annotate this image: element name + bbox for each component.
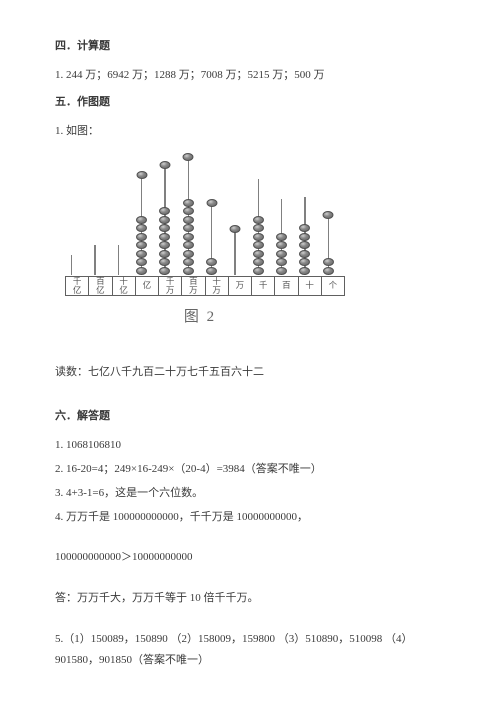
- abacus-base-label: 亿: [136, 277, 159, 295]
- section5-heading: 五．作图题: [55, 92, 450, 113]
- abacus-bead: [276, 267, 287, 275]
- abacus-bead: [183, 267, 194, 275]
- abacus-bead: [159, 250, 170, 258]
- abacus-bead-stack: [299, 224, 310, 275]
- abacus-top-bead: [183, 153, 194, 161]
- abacus-bead-stack: [206, 258, 217, 275]
- abacus-bead: [206, 267, 217, 275]
- abacus-bead-stack: [159, 207, 170, 275]
- abacus-figure: 千亿百亿十亿亿千万百万十万万千百十个: [60, 160, 340, 295]
- reading-value: 七亿八千九百二十万七千五百六十二: [88, 366, 264, 378]
- abacus-bead: [136, 224, 147, 232]
- abacus-top-bead: [229, 225, 240, 233]
- section4-heading: 四．计算题: [55, 36, 450, 57]
- abacus-base-label: 百: [275, 277, 298, 295]
- abacus-base-label: 个: [322, 277, 344, 295]
- abacus-bead: [136, 250, 147, 258]
- abacus-stem: [94, 245, 96, 275]
- abacus-stem: [234, 229, 236, 275]
- s6-l6: 答：万万千大，万万千等于 10 倍千千万。: [55, 588, 450, 609]
- abacus-bead: [136, 267, 147, 275]
- s6-l3: 3. 4+3-1=6，这是一个六位数。: [55, 483, 450, 504]
- abacus-base-label: 千万: [159, 277, 182, 295]
- abacus-bead: [253, 224, 264, 232]
- abacus-bead: [183, 199, 194, 207]
- abacus-base-label: 万: [229, 277, 252, 295]
- abacus-bead: [183, 250, 194, 258]
- abacus-base-label: 十亿: [113, 277, 136, 295]
- abacus-top-bead: [323, 211, 334, 219]
- abacus-bead: [253, 258, 264, 266]
- abacus-bead: [183, 241, 194, 249]
- abacus-bead-stack: [183, 198, 194, 275]
- abacus-base-label: 千亿: [66, 277, 89, 295]
- abacus-stem: [71, 255, 73, 275]
- page-root: 四．计算题 1. 244 万；6942 万；1288 万；7008 万；5215…: [0, 0, 500, 694]
- abacus-bead: [159, 267, 170, 275]
- abacus-top-bead: [159, 161, 170, 169]
- abacus-bead: [276, 258, 287, 266]
- abacus-bead: [183, 224, 194, 232]
- abacus-stem: [118, 245, 120, 275]
- section6-heading: 六．解答题: [55, 406, 450, 427]
- abacus-bead: [253, 267, 264, 275]
- abacus-bead: [136, 233, 147, 241]
- abacus-bead: [183, 207, 194, 215]
- abacus-bead: [206, 258, 217, 266]
- abacus-bead: [159, 224, 170, 232]
- abacus-bead: [159, 207, 170, 215]
- abacus-base-label: 千: [252, 277, 275, 295]
- abacus-bead: [183, 258, 194, 266]
- abacus-bead: [299, 267, 310, 275]
- abacus-bead: [299, 250, 310, 258]
- s6-l4: 4. 万万千是 100000000000，千千万是 10000000000，: [55, 507, 450, 528]
- abacus-bead: [136, 241, 147, 249]
- abacus-bead: [253, 250, 264, 258]
- abacus-bead: [323, 267, 334, 275]
- abacus-bead-stack: [253, 215, 264, 275]
- abacus-bead-stack: [136, 215, 147, 275]
- reading-line: 读数：七亿八千九百二十万七千五百六十二: [55, 362, 450, 383]
- figure-label: 图 2: [60, 303, 340, 332]
- abacus-bead: [299, 224, 310, 232]
- reading-label: 读数：: [55, 366, 88, 378]
- s6-l2: 2. 16-20=4；249×16-249×（20-4）=3984（答案不唯一）: [55, 459, 450, 480]
- abacus-rods: [60, 160, 340, 295]
- abacus-base: 千亿百亿十亿亿千万百万十万万千百十个: [65, 276, 345, 296]
- abacus-bead: [323, 258, 334, 266]
- abacus-bead: [136, 258, 147, 266]
- abacus-base-label: 百万: [182, 277, 205, 295]
- abacus-bead: [276, 233, 287, 241]
- s6-l1: 1. 1068106810: [55, 435, 450, 456]
- abacus-bead-stack: [323, 258, 334, 275]
- abacus-bead: [253, 233, 264, 241]
- abacus-bead: [299, 233, 310, 241]
- abacus-base-label: 百亿: [89, 277, 112, 295]
- abacus-bead: [136, 216, 147, 224]
- s6-l5: 100000000000＞10000000000: [55, 547, 450, 568]
- abacus-bead: [183, 233, 194, 241]
- abacus-bead: [276, 241, 287, 249]
- abacus-top-bead: [206, 199, 217, 207]
- abacus-top-bead: [136, 171, 147, 179]
- abacus-base-label: 十万: [206, 277, 229, 295]
- abacus-bead: [299, 258, 310, 266]
- section4-line1: 1. 244 万；6942 万；1288 万；7008 万；5215 万；500…: [55, 65, 450, 86]
- abacus-base-label: 十: [299, 277, 322, 295]
- abacus-bead: [159, 241, 170, 249]
- section5-line1: 1. 如图：: [55, 121, 450, 142]
- abacus-bead: [276, 250, 287, 258]
- abacus-bead: [159, 258, 170, 266]
- s6-l7: 5.（1）150089，150890 （2）158009，159800 （3）5…: [55, 629, 450, 671]
- abacus-bead: [299, 241, 310, 249]
- abacus-bead: [253, 241, 264, 249]
- abacus-bead: [253, 216, 264, 224]
- abacus-bead-stack: [276, 232, 287, 275]
- abacus-bead: [159, 233, 170, 241]
- abacus-bead: [183, 216, 194, 224]
- abacus-bead: [159, 216, 170, 224]
